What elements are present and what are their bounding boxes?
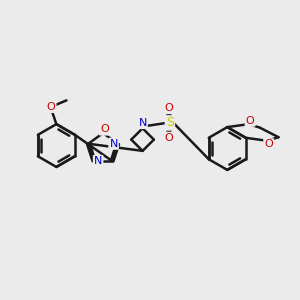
Text: O: O xyxy=(164,133,173,143)
Text: O: O xyxy=(164,103,173,113)
Text: O: O xyxy=(264,140,273,149)
Text: N: N xyxy=(110,139,118,149)
Text: N: N xyxy=(94,156,102,166)
Text: S: S xyxy=(166,116,174,130)
Text: N: N xyxy=(138,118,147,128)
Text: O: O xyxy=(46,102,56,112)
Text: O: O xyxy=(246,116,254,126)
Text: O: O xyxy=(100,124,109,134)
